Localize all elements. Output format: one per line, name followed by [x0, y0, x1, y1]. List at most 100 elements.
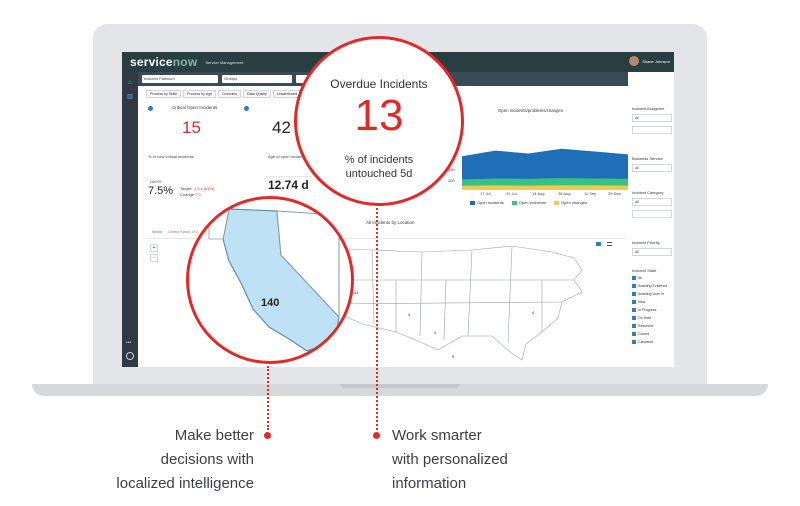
- state-label: New: [638, 300, 646, 304]
- settings-icon[interactable]: [126, 352, 134, 360]
- dotted-leader: [267, 366, 269, 430]
- legend-swatch: [470, 200, 475, 205]
- callout-value: 13: [354, 91, 404, 140]
- kpi-open-value[interactable]: 42: [272, 118, 291, 137]
- map-zoom-callout: 140: [186, 196, 354, 364]
- legend-item[interactable]: Open changes: [554, 200, 587, 205]
- priority-select[interactable]: All: [632, 248, 672, 256]
- state-checkbox[interactable]: Resolved: [632, 324, 653, 329]
- state-label: All: [638, 276, 642, 280]
- kpi-critical-title: Critical Open Incidents: [172, 105, 218, 110]
- filter-label: Incident Category: [632, 190, 664, 195]
- x-tick: 31 Jul: [506, 191, 517, 196]
- left-nav: ⌂ ▥ •••: [122, 72, 138, 367]
- logo-text-accent: now: [172, 55, 198, 69]
- checkbox-icon: [632, 284, 636, 289]
- caption-line: Make better: [174, 427, 254, 444]
- incident-filter-select[interactable]: Incident Platinum: [142, 75, 218, 83]
- legend-item[interactable]: Open incidents: [470, 200, 504, 205]
- callout-subtitle-2: untouched 5d: [345, 168, 413, 180]
- home-icon[interactable]: ⌂: [128, 79, 132, 86]
- state-checkbox[interactable]: New: [632, 300, 646, 305]
- legend-label: Open incidents: [477, 200, 504, 205]
- servicenow-logo[interactable]: servicenow: [130, 55, 197, 69]
- us-map[interactable]: [312, 240, 602, 365]
- assignment-select[interactable]: All: [632, 114, 672, 122]
- caption-line: information: [392, 475, 467, 492]
- tab-data-quality[interactable]: Data Quality: [243, 90, 271, 98]
- caption-line: localized intelligence: [116, 475, 254, 492]
- state-label: Awaiting User In: [638, 292, 665, 296]
- kpi-critical-value[interactable]: 15: [182, 118, 201, 137]
- oregon-shape: [208, 206, 230, 240]
- state-label: Canceled: [638, 340, 654, 344]
- more-icon[interactable]: •••: [126, 340, 132, 346]
- california-map: [208, 206, 340, 352]
- right-filter-panel: Incident Assignme All Business Service A…: [630, 104, 674, 354]
- state-checkbox[interactable]: Closed: [632, 332, 649, 337]
- legend-swatch: [554, 200, 560, 205]
- mean-age-value[interactable]: 12.74 d: [268, 178, 309, 192]
- zoom-out-button[interactable]: -: [150, 254, 158, 262]
- dotted-leader: [376, 208, 378, 430]
- state-checkbox[interactable]: Awaiting User In: [632, 292, 665, 297]
- module-title: Service Management: [205, 59, 244, 65]
- nevada-shape: [276, 210, 340, 319]
- business-service-select[interactable]: All: [632, 164, 672, 172]
- breadcrumb-region[interactable]: United States of A: [168, 230, 199, 234]
- chart-legend: Open incidents Open problems Open change…: [470, 200, 587, 205]
- state-checkbox[interactable]: All: [632, 276, 642, 281]
- info-icon[interactable]: [148, 106, 153, 111]
- state-checkbox[interactable]: On Hold: [632, 316, 651, 321]
- assignment-select-2[interactable]: [632, 126, 672, 134]
- filter-label: Incident State: [632, 268, 657, 273]
- state-label: In Progress: [638, 308, 657, 312]
- menu-icon[interactable]: [607, 242, 612, 246]
- user-menu[interactable]: Shane Johnson: [629, 56, 670, 66]
- state-checkbox[interactable]: In Progress: [632, 308, 657, 313]
- kpi-date: Oct 07: [150, 179, 162, 184]
- divider: [266, 176, 312, 177]
- tab-process-by-age[interactable]: Process by Age: [183, 90, 217, 98]
- x-tick: 11 Sep: [584, 191, 597, 196]
- info-icon[interactable]: [244, 106, 249, 111]
- checkbox-icon: [632, 276, 636, 281]
- state-checkbox[interactable]: Awaiting Evidence: [632, 284, 667, 289]
- checkbox-icon: [632, 292, 636, 297]
- legend-label: Open problems: [518, 200, 547, 205]
- caption-line: decisions with: [160, 451, 254, 468]
- tab-overview[interactable]: Overview: [218, 90, 242, 98]
- callout-subtitle-1: % of incidents: [344, 154, 414, 166]
- category-select-2[interactable]: [632, 210, 672, 218]
- map-legend-icon[interactable]: [596, 242, 601, 246]
- caption-left: Make better decisions with localized int…: [116, 424, 254, 496]
- filter-label: Incident Assignme: [632, 106, 665, 111]
- state-value: 4: [434, 330, 437, 335]
- category-select[interactable]: All: [632, 198, 672, 206]
- checkbox-icon: [632, 308, 636, 313]
- leader-dot: [264, 432, 271, 439]
- series-area-2[interactable]: [462, 185, 628, 190]
- caption-line: with personalized: [392, 451, 508, 468]
- breadcrumb-world[interactable]: World: [152, 230, 162, 234]
- state-value: 4: [408, 312, 411, 317]
- avatar: [629, 56, 640, 66]
- state-checkbox[interactable]: Canceled: [632, 340, 654, 345]
- dashboard-icon[interactable]: ▥: [127, 94, 133, 100]
- incidents-area-chart[interactable]: [462, 140, 628, 190]
- filter-label: Incident Priority: [632, 240, 660, 245]
- zoom-in-button[interactable]: +: [150, 244, 158, 252]
- checkbox-icon: [632, 300, 636, 305]
- groups-filter-select[interactable]: Groups: [222, 75, 292, 83]
- legend-item[interactable]: Open problems: [511, 200, 547, 205]
- callout-title: Overdue Incidents: [330, 77, 428, 91]
- dashboard-tabs: Process by State Process by Age Overview…: [146, 90, 302, 98]
- legend-label: Open changes: [561, 200, 588, 205]
- change-value: 7 0: [195, 192, 201, 197]
- kpi-open-footnote: Age of open incidents: [268, 154, 307, 159]
- divider: [146, 238, 626, 239]
- tab-process-by-state[interactable]: Process by State: [146, 90, 182, 98]
- filter-label: Business Service: [632, 156, 663, 161]
- x-tick: 14 Aug: [532, 191, 545, 196]
